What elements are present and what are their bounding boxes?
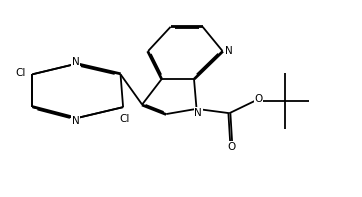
Text: N: N [72, 116, 80, 126]
Text: Cl: Cl [119, 114, 130, 124]
Text: O: O [254, 94, 262, 104]
Text: N: N [72, 57, 80, 67]
Text: O: O [227, 142, 235, 152]
Text: N: N [194, 108, 202, 118]
Text: Cl: Cl [16, 68, 26, 78]
Text: N: N [224, 46, 232, 56]
